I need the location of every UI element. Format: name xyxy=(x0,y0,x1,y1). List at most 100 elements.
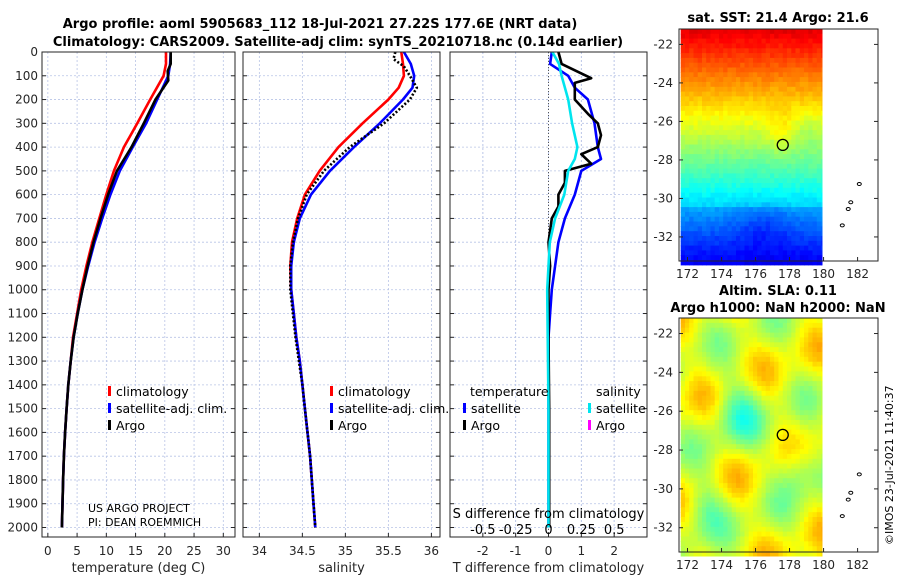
map-cell xyxy=(782,240,788,247)
map-cell xyxy=(740,211,746,218)
map-cell xyxy=(736,531,741,538)
map-cell xyxy=(782,318,788,324)
map-cell xyxy=(787,502,792,508)
map-cell xyxy=(706,202,712,208)
map-cell xyxy=(816,197,822,203)
map-cell xyxy=(723,492,729,499)
map-cell xyxy=(787,130,792,136)
map-cell xyxy=(816,250,822,256)
x-tick-label: 2 xyxy=(610,544,618,558)
map-cell xyxy=(761,400,767,406)
map-cell xyxy=(740,429,746,436)
map-cell xyxy=(757,57,763,64)
map-cell xyxy=(804,134,809,141)
map-cell xyxy=(744,101,750,107)
map-cell xyxy=(727,173,733,179)
map-cell xyxy=(778,48,784,54)
map-cell xyxy=(697,415,703,421)
map-cell xyxy=(697,439,703,445)
lat-tick-label: -24 xyxy=(653,76,673,90)
map-cell xyxy=(714,231,720,237)
map-cell xyxy=(757,381,763,387)
map-cell xyxy=(808,327,814,334)
map-cell xyxy=(706,240,712,247)
map-cell xyxy=(782,551,788,557)
map-cell xyxy=(710,72,716,78)
map-cell xyxy=(680,434,686,440)
map-cell xyxy=(680,551,686,557)
map-cell xyxy=(808,521,814,528)
map-cell xyxy=(680,67,686,73)
map-cell xyxy=(799,381,805,387)
map-cell xyxy=(685,512,690,518)
map-cell xyxy=(816,318,822,324)
map-cell xyxy=(753,492,758,499)
map-cell xyxy=(731,173,737,179)
map-cell xyxy=(761,77,767,83)
map-cell xyxy=(753,77,758,83)
map-cell xyxy=(736,96,741,102)
map-cell xyxy=(795,226,801,232)
map-cell xyxy=(727,250,733,256)
x-tick-label: 0 xyxy=(545,544,553,558)
map-cell xyxy=(719,444,724,450)
map-cell xyxy=(689,337,695,343)
map-cell xyxy=(753,478,758,484)
map-cell xyxy=(787,231,792,237)
map-cell xyxy=(710,86,716,93)
map-cell xyxy=(689,106,695,112)
map-cell xyxy=(697,77,703,83)
map-cell xyxy=(736,159,741,165)
map-cell xyxy=(821,255,823,261)
map-cell xyxy=(795,551,801,557)
map-cell xyxy=(812,134,818,141)
map-cell xyxy=(761,255,767,261)
map-cell xyxy=(723,216,729,223)
map-cell xyxy=(795,386,801,392)
map-cell xyxy=(731,130,737,136)
map-cell xyxy=(770,134,775,141)
map-cell xyxy=(719,473,724,479)
map-cell xyxy=(812,449,818,455)
map-cell xyxy=(710,33,716,40)
map-cell xyxy=(812,192,818,199)
map-cell xyxy=(795,106,801,112)
map-cell xyxy=(778,322,784,329)
map-cell xyxy=(693,521,699,528)
map-cell xyxy=(697,192,703,199)
map-cell xyxy=(719,178,724,184)
map-cell xyxy=(804,400,809,406)
map-cell xyxy=(723,332,729,339)
map-cell xyxy=(710,536,716,542)
map-cell xyxy=(748,255,754,261)
map-cell xyxy=(787,221,792,227)
map-cell xyxy=(702,120,707,126)
map-cell xyxy=(812,453,818,460)
map-cell xyxy=(765,154,771,160)
map-cell xyxy=(778,551,784,557)
map-cell xyxy=(757,439,763,445)
map-cell xyxy=(804,366,809,372)
map-cell xyxy=(727,546,733,552)
map-cell xyxy=(778,33,784,40)
map-cell xyxy=(795,43,801,49)
map-cell xyxy=(765,86,771,93)
map-cell xyxy=(719,163,724,170)
map-cell xyxy=(702,250,707,256)
map-cell xyxy=(706,410,712,416)
map-cell xyxy=(744,536,750,542)
map-cell xyxy=(812,81,818,88)
map-cell xyxy=(748,178,754,184)
map-cell xyxy=(812,154,818,160)
map-cell xyxy=(723,483,729,489)
map-cell xyxy=(740,551,746,557)
map-cell xyxy=(702,216,707,223)
map-cell xyxy=(710,125,716,131)
map-cell xyxy=(680,395,686,402)
map-cell xyxy=(774,342,780,348)
map-cell xyxy=(744,163,750,170)
map-cell xyxy=(697,48,703,54)
map-cell xyxy=(812,376,818,382)
map-cell xyxy=(693,192,699,199)
map-cell xyxy=(757,332,763,339)
